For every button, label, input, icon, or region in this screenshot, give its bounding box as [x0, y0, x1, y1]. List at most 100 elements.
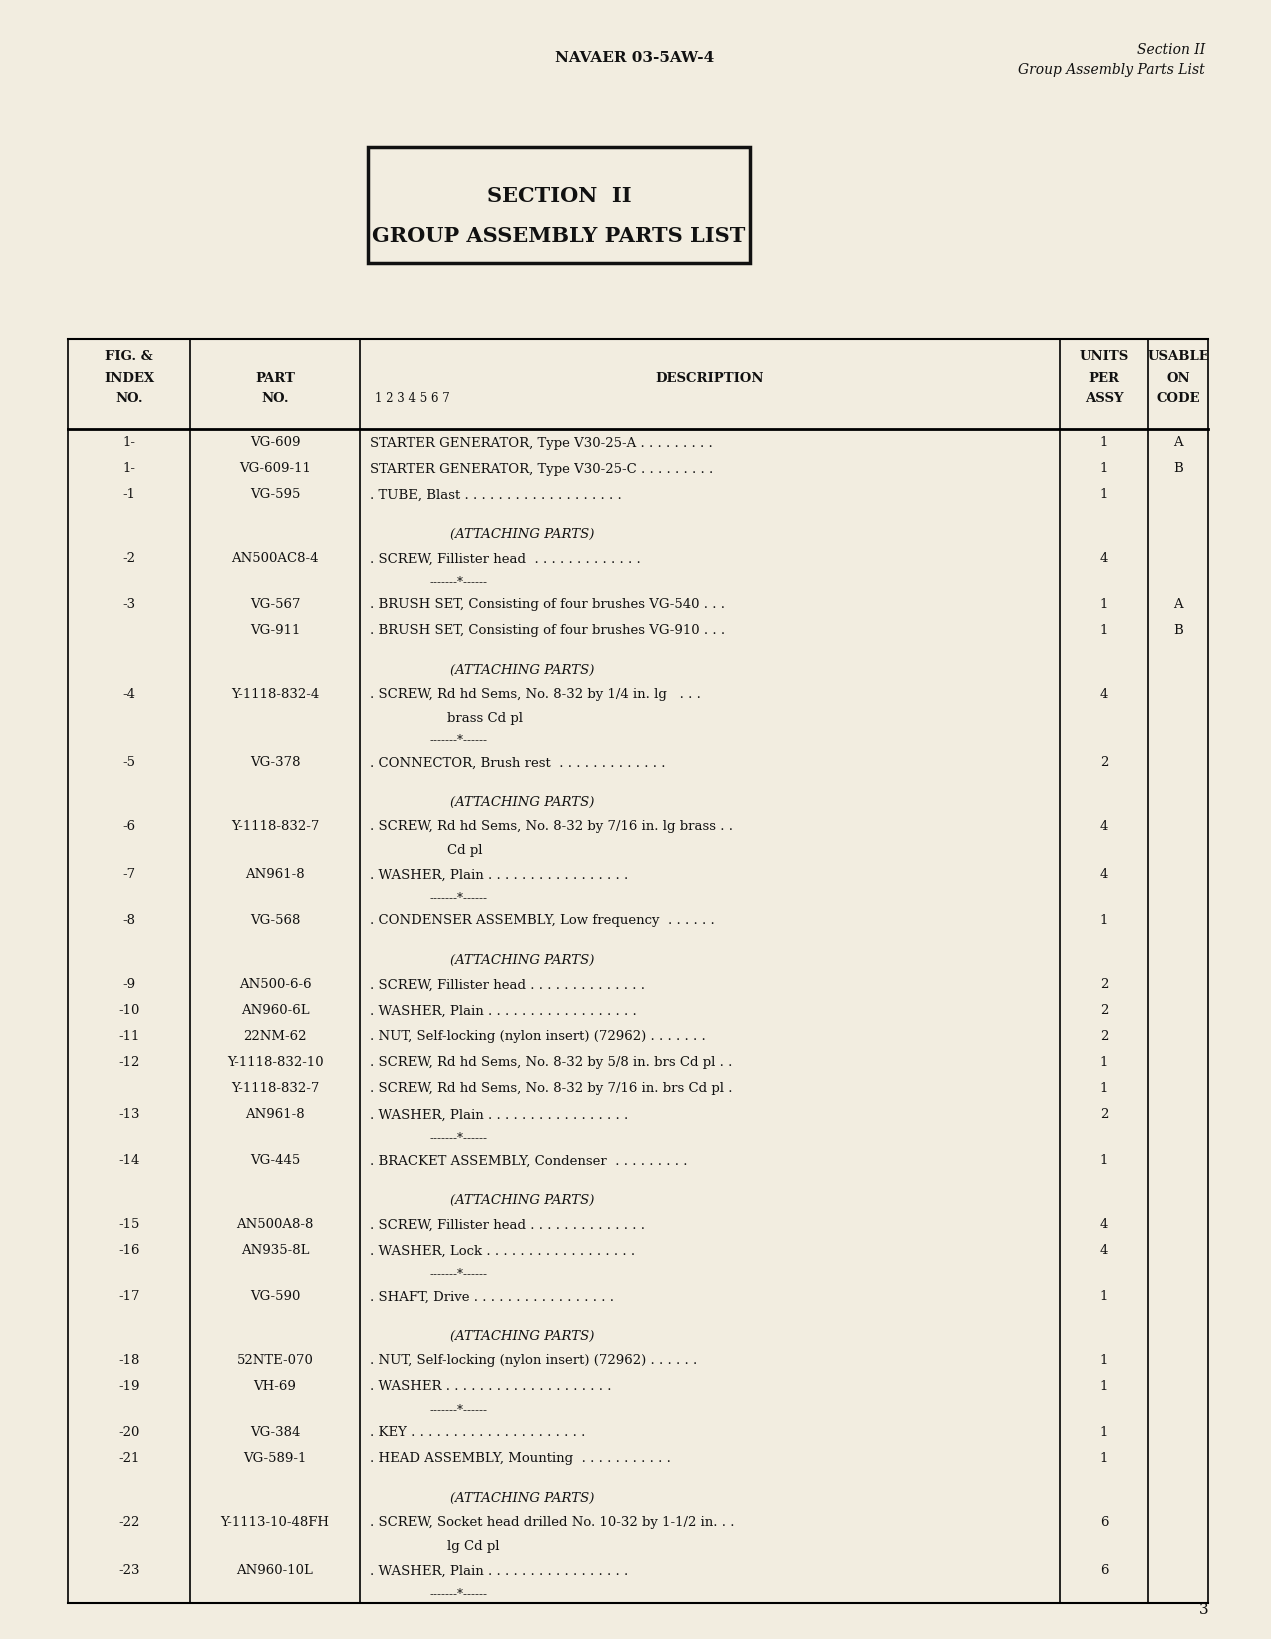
Text: -8: -8	[122, 915, 136, 928]
Text: . WASHER . . . . . . . . . . . . . . . . . . . .: . WASHER . . . . . . . . . . . . . . . .…	[370, 1380, 611, 1393]
Text: B: B	[1173, 462, 1183, 475]
Text: NO.: NO.	[116, 392, 142, 405]
Text: -20: -20	[118, 1426, 140, 1439]
Text: 1: 1	[1099, 1452, 1108, 1465]
Text: -------*------: -------*------	[430, 1403, 488, 1416]
Text: -------*------: -------*------	[430, 1131, 488, 1144]
FancyBboxPatch shape	[369, 148, 750, 264]
Text: -10: -10	[118, 1003, 140, 1016]
Text: 6: 6	[1099, 1516, 1108, 1529]
Text: AN960-10L: AN960-10L	[236, 1564, 314, 1577]
Text: -6: -6	[122, 820, 136, 833]
Text: -4: -4	[122, 688, 136, 701]
Text: VG-567: VG-567	[249, 598, 300, 611]
Text: 4: 4	[1099, 869, 1108, 882]
Text: Y-1113-10-48FH: Y-1113-10-48FH	[220, 1516, 329, 1529]
Text: 1: 1	[1099, 1082, 1108, 1095]
Text: INDEX: INDEX	[104, 372, 154, 384]
Text: . SCREW, Fillister head . . . . . . . . . . . . . .: . SCREW, Fillister head . . . . . . . . …	[370, 978, 644, 992]
Text: brass Cd pl: brass Cd pl	[430, 711, 522, 724]
Text: ASSY: ASSY	[1084, 392, 1124, 405]
Text: -12: -12	[118, 1056, 140, 1069]
Text: . SCREW, Socket head drilled No. 10-32 by 1-1/2 in. . .: . SCREW, Socket head drilled No. 10-32 b…	[370, 1516, 735, 1529]
Text: . WASHER, Plain . . . . . . . . . . . . . . . . .: . WASHER, Plain . . . . . . . . . . . . …	[370, 1108, 628, 1121]
Text: . BRUSH SET, Consisting of four brushes VG-540 . . .: . BRUSH SET, Consisting of four brushes …	[370, 598, 724, 611]
Text: 1: 1	[1099, 1290, 1108, 1303]
Text: . WASHER, Plain . . . . . . . . . . . . . . . . .: . WASHER, Plain . . . . . . . . . . . . …	[370, 869, 628, 882]
Text: (ATTACHING PARTS): (ATTACHING PARTS)	[450, 1329, 595, 1342]
Text: 4: 4	[1099, 688, 1108, 701]
Text: Group Assembly Parts List: Group Assembly Parts List	[1018, 62, 1205, 77]
Text: AN500AC8-4: AN500AC8-4	[231, 552, 319, 565]
Text: 1 2 3 4 5 6 7: 1 2 3 4 5 6 7	[375, 392, 450, 405]
Text: AN961-8: AN961-8	[245, 1108, 305, 1121]
Text: . CONDENSER ASSEMBLY, Low frequency  . . . . . .: . CONDENSER ASSEMBLY, Low frequency . . …	[370, 915, 714, 928]
Text: STARTER GENERATOR, Type V30-25-C . . . . . . . . .: STARTER GENERATOR, Type V30-25-C . . . .…	[370, 462, 713, 475]
Text: -------*------: -------*------	[430, 733, 488, 746]
Text: . NUT, Self-locking (nylon insert) (72962) . . . . . .: . NUT, Self-locking (nylon insert) (7296…	[370, 1354, 698, 1367]
Text: (ATTACHING PARTS): (ATTACHING PARTS)	[450, 1193, 595, 1206]
Text: Section II: Section II	[1136, 43, 1205, 57]
Text: -------*------: -------*------	[430, 1587, 488, 1600]
Text: 1: 1	[1099, 462, 1108, 475]
Text: -13: -13	[118, 1108, 140, 1121]
Text: -9: -9	[122, 978, 136, 992]
Text: 1: 1	[1099, 624, 1108, 638]
Text: . SCREW, Fillister head . . . . . . . . . . . . . .: . SCREW, Fillister head . . . . . . . . …	[370, 1218, 644, 1231]
Text: VH-69: VH-69	[253, 1380, 296, 1393]
Text: SECTION  II: SECTION II	[487, 185, 632, 207]
Text: VG-384: VG-384	[250, 1426, 300, 1439]
Text: -22: -22	[118, 1516, 140, 1529]
Text: FIG. &: FIG. &	[105, 351, 153, 364]
Text: . SCREW, Rd hd Sems, No. 8-32 by 7/16 in. lg brass . .: . SCREW, Rd hd Sems, No. 8-32 by 7/16 in…	[370, 820, 733, 833]
Text: VG-589-1: VG-589-1	[243, 1452, 306, 1465]
Text: . WASHER, Plain . . . . . . . . . . . . . . . . . .: . WASHER, Plain . . . . . . . . . . . . …	[370, 1003, 637, 1016]
Text: . KEY . . . . . . . . . . . . . . . . . . . . .: . KEY . . . . . . . . . . . . . . . . . …	[370, 1426, 586, 1439]
Text: AN500-6-6: AN500-6-6	[239, 978, 311, 992]
Text: 3: 3	[1199, 1601, 1207, 1616]
Text: 52NTE-070: 52NTE-070	[236, 1354, 314, 1367]
Text: -3: -3	[122, 598, 136, 611]
Text: 4: 4	[1099, 1244, 1108, 1257]
Text: 1: 1	[1099, 436, 1108, 449]
Text: -23: -23	[118, 1564, 140, 1577]
Text: VG-595: VG-595	[250, 488, 300, 502]
Text: VG-568: VG-568	[250, 915, 300, 928]
Text: Y-1118-832-10: Y-1118-832-10	[226, 1056, 323, 1069]
Text: -------*------: -------*------	[430, 575, 488, 588]
Text: . SCREW, Rd hd Sems, No. 8-32 by 5/8 in. brs Cd pl . .: . SCREW, Rd hd Sems, No. 8-32 by 5/8 in.…	[370, 1056, 732, 1069]
Text: . TUBE, Blast . . . . . . . . . . . . . . . . . . .: . TUBE, Blast . . . . . . . . . . . . . …	[370, 488, 622, 502]
Text: -17: -17	[118, 1290, 140, 1303]
Text: 1-: 1-	[122, 436, 136, 449]
Text: 22NM-62: 22NM-62	[243, 1029, 306, 1042]
Text: AN960-6L: AN960-6L	[240, 1003, 309, 1016]
Text: . NUT, Self-locking (nylon insert) (72962) . . . . . . .: . NUT, Self-locking (nylon insert) (7296…	[370, 1029, 705, 1042]
Text: -1: -1	[122, 488, 136, 502]
Text: -14: -14	[118, 1154, 140, 1167]
Text: A: A	[1173, 436, 1183, 449]
Text: Y-1118-832-7: Y-1118-832-7	[231, 1082, 319, 1095]
Text: -5: -5	[122, 756, 136, 769]
Text: AN500A8-8: AN500A8-8	[236, 1218, 314, 1231]
Text: AN935-8L: AN935-8L	[240, 1244, 309, 1257]
Text: 4: 4	[1099, 552, 1108, 565]
Text: 2: 2	[1099, 1003, 1108, 1016]
Text: -2: -2	[122, 552, 136, 565]
Text: Cd pl: Cd pl	[430, 844, 483, 857]
Text: -19: -19	[118, 1380, 140, 1393]
Text: . SCREW, Rd hd Sems, No. 8-32 by 1/4 in. lg   . . .: . SCREW, Rd hd Sems, No. 8-32 by 1/4 in.…	[370, 688, 700, 701]
Text: -21: -21	[118, 1452, 140, 1465]
Text: 1: 1	[1099, 488, 1108, 502]
Text: VG-378: VG-378	[249, 756, 300, 769]
Text: VG-911: VG-911	[250, 624, 300, 638]
Text: 1: 1	[1099, 1056, 1108, 1069]
Text: 2: 2	[1099, 756, 1108, 769]
Text: 1: 1	[1099, 598, 1108, 611]
Text: A: A	[1173, 598, 1183, 611]
Text: 2: 2	[1099, 1108, 1108, 1121]
Text: . BRACKET ASSEMBLY, Condenser  . . . . . . . . .: . BRACKET ASSEMBLY, Condenser . . . . . …	[370, 1154, 688, 1167]
Text: 1-: 1-	[122, 462, 136, 475]
Text: 1: 1	[1099, 915, 1108, 928]
Text: 2: 2	[1099, 978, 1108, 992]
Text: (ATTACHING PARTS): (ATTACHING PARTS)	[450, 952, 595, 965]
